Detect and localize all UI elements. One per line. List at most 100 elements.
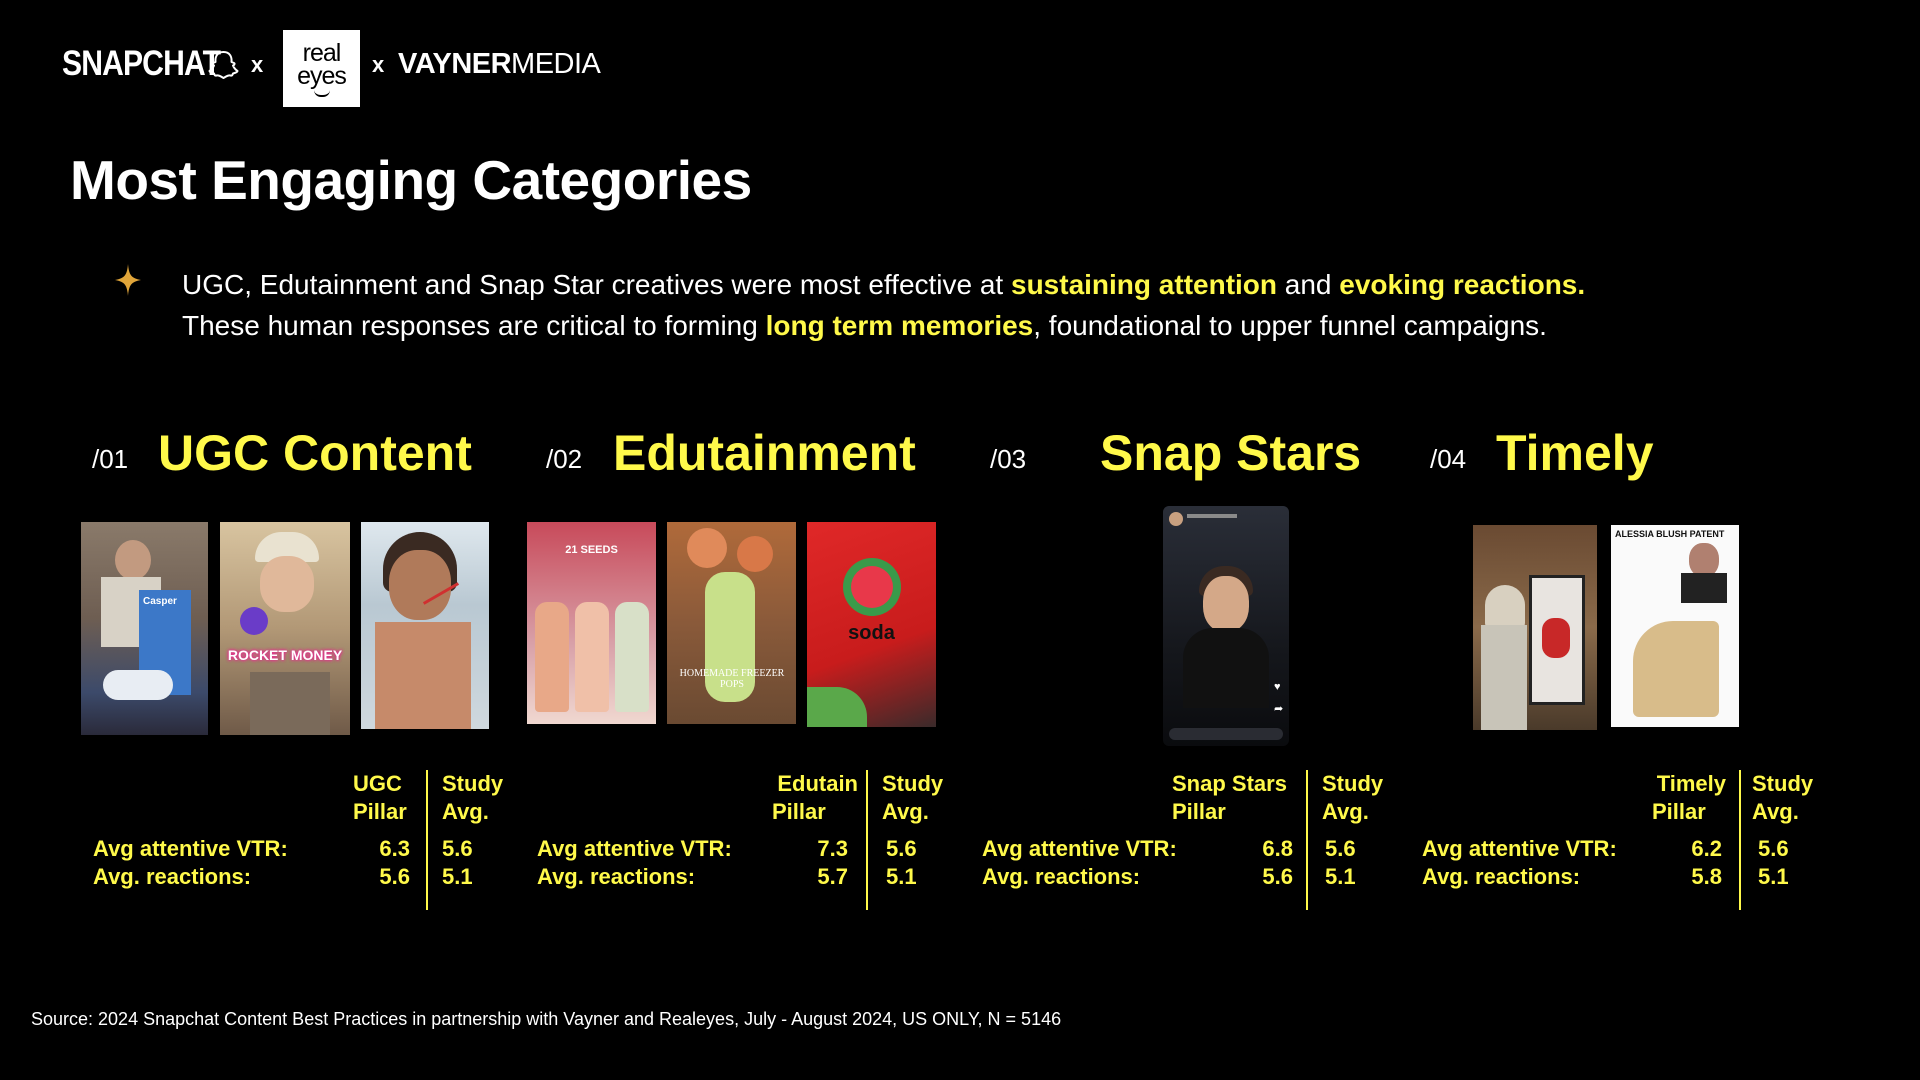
- highlight-evoking-reactions: evoking reactions.: [1339, 269, 1586, 300]
- metric-label-reactions: Avg. reactions:: [537, 864, 696, 889]
- share-icon[interactable]: ➦: [1274, 703, 1284, 715]
- timely-thumbnail-2: ALESSIA BLUSH PATENT: [1611, 525, 1739, 727]
- edutainment-pillar-header: Edutain Pillar: [756, 770, 858, 826]
- product-box-label: Casper: [143, 596, 177, 607]
- model-top: [1681, 573, 1727, 603]
- model-face: [1689, 543, 1719, 577]
- ugc-study-vtr: 5.6: [442, 836, 473, 861]
- peach: [737, 536, 773, 572]
- metric-label-vtr: Avg attentive VTR:: [1422, 836, 1617, 861]
- timely-pillar-header: Timely Pillar: [1630, 770, 1726, 826]
- pillow: [103, 670, 173, 700]
- brand-separator: x: [251, 52, 264, 77]
- ugc-thumbnail-2: ROCKET MONEY: [220, 522, 350, 735]
- timely-pillar-reactions: 5.8: [1691, 864, 1722, 889]
- ugc-thumbnail-1: Casper: [81, 522, 208, 735]
- bottle: [615, 602, 649, 712]
- brand-label: 21 SEEDS: [565, 544, 618, 556]
- metric-label-vtr: Avg attentive VTR:: [537, 836, 732, 861]
- category-title-timely: Timely: [1496, 425, 1654, 481]
- person-face: [389, 550, 451, 620]
- category-number: /04: [1430, 444, 1467, 474]
- cap: [1485, 585, 1525, 629]
- bottle: [535, 602, 569, 712]
- study-head-line2: Avg.: [442, 799, 489, 824]
- intro-text-segment: , foundational to upper funnel campaigns…: [1033, 310, 1547, 341]
- column-divider: [426, 770, 428, 910]
- snap-stars-study-vtr: 5.6: [1325, 836, 1356, 861]
- watermelon-icon: [843, 558, 901, 616]
- avatar: [1169, 512, 1183, 526]
- heart-icon[interactable]: ♥: [1274, 681, 1281, 693]
- edutainment-thumbnail-3: soda: [807, 522, 936, 727]
- study-head-line1: Study: [442, 771, 504, 796]
- timely-study-reactions: 5.1: [1758, 864, 1789, 889]
- snap-stars-pillar-reactions: 5.6: [1262, 864, 1293, 889]
- study-head-line2: Avg.: [882, 799, 929, 824]
- intro-line-2: These human responses are critical to fo…: [182, 305, 1585, 346]
- column-divider: [866, 770, 868, 910]
- edutainment-thumbnail-1: 21 SEEDS: [527, 522, 656, 724]
- soda-label: soda: [848, 622, 895, 644]
- category-number: /01: [92, 444, 129, 474]
- snap-stars-thumbnail: ♥ ➦: [1163, 506, 1289, 746]
- product-name-label: ALESSIA BLUSH PATENT: [1615, 529, 1725, 539]
- realeyes-line2: eyes: [297, 62, 347, 90]
- study-head-line1: Study: [882, 771, 944, 796]
- smile-icon: [313, 90, 330, 97]
- rocket-money-caption: ROCKET MONEY: [227, 647, 343, 663]
- intro-text-segment: UGC, Edutainment and Snap Star creatives…: [182, 269, 1011, 300]
- intro-text-segment: and: [1277, 269, 1340, 300]
- edutainment-thumbnail-2: HOMEMADE FREEZER POPS: [667, 522, 796, 724]
- reply-bar[interactable]: [1169, 728, 1283, 740]
- display-case: [1529, 575, 1585, 705]
- pillar-head-line1: UGC: [353, 771, 402, 796]
- page-title: Most Engaging Categories: [70, 149, 752, 211]
- category-title-ugc: UGC Content: [158, 425, 472, 481]
- username-line: [1187, 514, 1237, 518]
- pillar-head-line2: Pillar: [1652, 799, 1706, 824]
- timely-thumbnail-1: [1473, 525, 1597, 730]
- source-footnote: Source: 2024 Snapchat Content Best Pract…: [31, 1009, 1062, 1029]
- pillar-head-line1: Timely: [1656, 771, 1726, 796]
- sparkle-icon: [115, 264, 141, 296]
- edutainment-study-header: Study Avg.: [882, 770, 943, 826]
- timely-pillar-vtr: 6.2: [1691, 836, 1722, 861]
- person-shirt: [1481, 625, 1527, 730]
- person-shirt: [250, 672, 330, 735]
- vaynermedia-logo: VAYNERMEDIA: [398, 48, 601, 81]
- vayner-light: MEDIA: [511, 48, 601, 80]
- intro-text: UGC, Edutainment and Snap Star creatives…: [182, 264, 1585, 346]
- metric-label-reactions: Avg. reactions:: [1422, 864, 1581, 889]
- ugc-study-header: Study Avg.: [442, 770, 503, 826]
- edutainment-pillar-vtr: 7.3: [817, 836, 848, 861]
- study-head-line1: Study: [1322, 771, 1384, 796]
- metric-label-reactions: Avg. reactions:: [93, 864, 252, 889]
- intro-text-segment: These human responses are critical to fo…: [182, 310, 766, 341]
- person-face: [1203, 576, 1249, 632]
- snap-stars-study-reactions: 5.1: [1325, 864, 1356, 889]
- highlight-sustaining-attention: sustaining attention: [1011, 269, 1277, 300]
- brand-separator: x: [372, 52, 385, 77]
- person-face: [115, 540, 151, 580]
- ugc-pillar-reactions: 5.6: [379, 864, 410, 889]
- timely-study-header: Study Avg.: [1752, 770, 1813, 826]
- study-head-line2: Avg.: [1752, 799, 1799, 824]
- pillar-head-line2: Pillar: [772, 799, 826, 824]
- metric-label-reactions: Avg. reactions:: [982, 864, 1141, 889]
- study-head-line2: Avg.: [1322, 799, 1369, 824]
- person-face: [260, 556, 314, 612]
- ugc-study-reactions: 5.1: [442, 864, 473, 889]
- column-divider: [1306, 770, 1308, 910]
- pillar-head-line2: Pillar: [353, 799, 407, 824]
- ugc-pillar-header: UGC Pillar: [353, 770, 407, 826]
- freezer-pop: [705, 572, 755, 702]
- peach: [687, 528, 727, 568]
- category-number: /02: [546, 444, 583, 474]
- person-shirt: [1183, 628, 1269, 708]
- category-title-edutainment: Edutainment: [613, 425, 916, 481]
- snap-stars-pillar-header: Snap Stars Pillar: [1172, 770, 1287, 826]
- column-divider: [1739, 770, 1741, 910]
- ugc-pillar-vtr: 6.3: [379, 836, 410, 861]
- snapchat-logo: SNAPCHAT: [62, 44, 221, 83]
